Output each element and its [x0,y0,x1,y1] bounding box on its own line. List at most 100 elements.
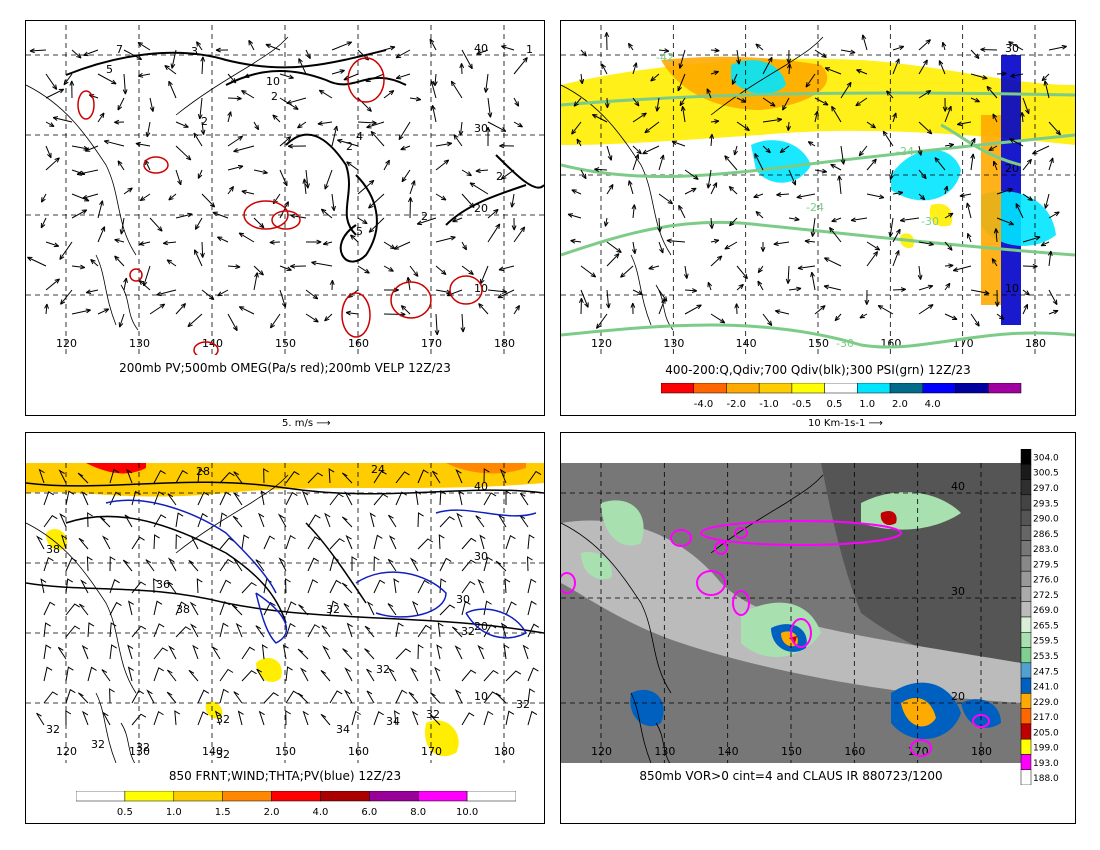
vector-head [898,45,905,51]
contour-label: 2 [346,140,353,153]
wind-barb [345,534,353,550]
wind-vector [797,265,816,269]
vector-head [614,253,620,259]
wind-barb [43,691,58,704]
lon-label: 150 [808,337,829,350]
wind-vector [840,81,852,99]
wind-vector [487,289,507,293]
wind-vector [814,305,826,315]
colorbar-label: 1.5 [215,807,231,818]
wind-vector [632,289,643,295]
wind-vector [461,265,474,275]
vector-head [238,306,245,311]
wind-vector [239,306,255,315]
wind-vector [217,289,229,297]
wind-vector [814,169,827,173]
wind-barb [351,556,358,572]
wind-barb [373,579,386,594]
wind-vector [138,73,151,77]
vector-head [948,212,954,218]
wind-barb [86,556,93,572]
wind-barb [527,710,538,726]
vector-head [823,284,830,290]
pv-contour [445,184,527,226]
wind-vector [227,135,243,147]
wind-vector [632,145,642,155]
wind-barb [341,582,353,594]
vector-head [127,187,133,193]
wind-vector [383,159,390,171]
wind-vector [1048,250,1052,267]
contour-label: 32 [461,625,475,638]
vector-head [485,126,491,132]
vector-head [664,48,670,54]
wind-barb [410,667,419,682]
wind-vector [119,313,125,328]
vector-head [453,134,459,140]
wind-barb [78,603,89,616]
colorbar-swatch [320,791,370,802]
wind-vector [580,73,583,84]
wind-vector [416,217,437,225]
wind-vector [45,278,60,291]
vector-head [290,213,296,219]
pv-contour [225,70,407,86]
lat-label: 20 [474,202,488,215]
wind-vector [82,193,99,199]
vector-head [1044,203,1049,209]
vector-head [413,271,419,277]
colorbar-swatch [824,383,858,394]
ir-fill [601,500,644,546]
omega-contour [341,292,371,338]
vector-head [712,182,718,188]
wind-vector [149,303,165,315]
vector-head [339,69,345,74]
wind-vector [279,169,288,187]
wind-vector [642,145,660,155]
vector-head [117,105,123,111]
wind-vector [27,256,47,267]
vector-head [1015,203,1021,209]
vector-head [466,171,472,177]
wind-vector [395,49,411,59]
wind-barb [343,689,353,704]
wind-barb [263,601,276,616]
contour-label: -24 [806,201,824,214]
wind-barb [285,666,293,682]
colorbar-swatch [1020,586,1032,602]
vector-head [406,276,412,283]
vector-head [776,117,783,123]
wind-vector [212,211,229,219]
wind-vector [1022,158,1032,171]
wind-vector [1044,80,1050,99]
colorbar-label: 217.0 [1033,713,1059,723]
wind-vector [678,205,686,219]
ir-fill [961,699,1001,728]
wind-barb [263,468,269,484]
lat-label: 40 [474,42,488,55]
wind-barb [454,645,463,660]
wind-barb [153,534,160,550]
wind-vector [123,73,126,95]
wind-vector [671,140,686,147]
lat-label: 10 [1005,282,1019,295]
vector-head [921,173,927,180]
wind-vector [434,73,437,86]
contour-label: 10 [266,75,280,88]
vector-head [272,114,278,120]
colorbar-label: 2.0 [264,807,280,818]
vector-head [337,138,343,144]
wind-barb [81,644,89,660]
vector-head [974,97,980,103]
wind-vector [710,217,713,229]
wind-vector [85,145,99,152]
frontogenesis-fill [86,463,146,474]
wind-vector [400,305,411,315]
vector-head [27,256,33,262]
colorbar-swatch [922,383,956,394]
vector-head [60,299,66,305]
wind-vector [823,285,842,291]
wind-vector [996,217,1014,226]
psi-contour [561,323,1075,349]
wind-vector [918,145,922,156]
